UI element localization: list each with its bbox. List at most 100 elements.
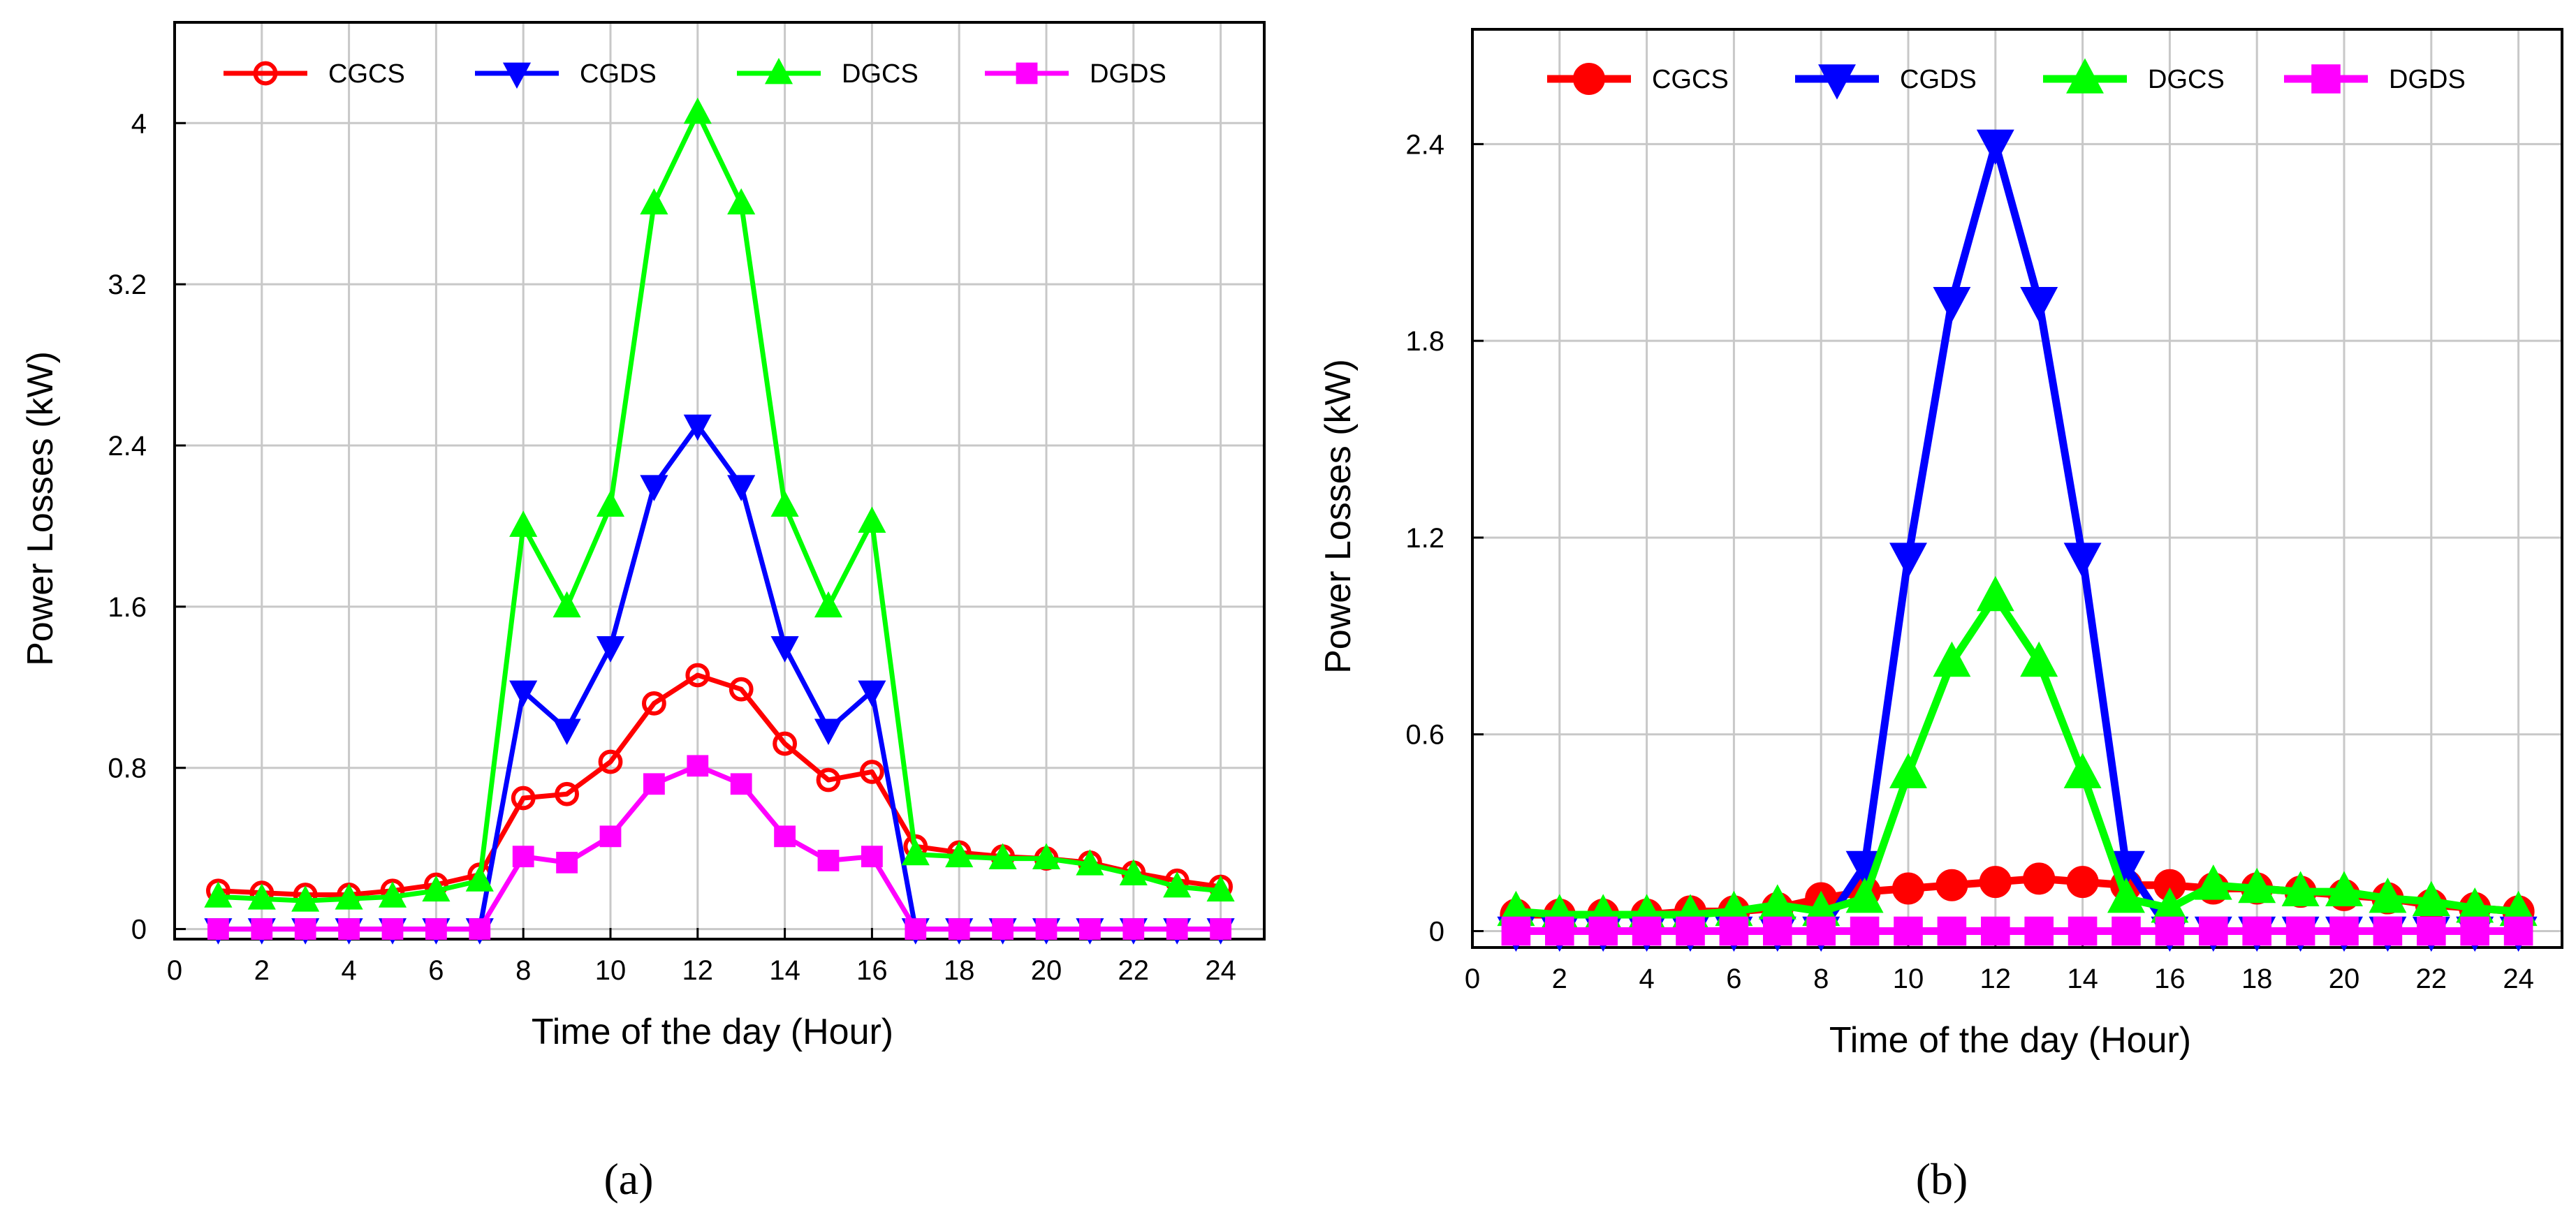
y-tick-label: 1.8 <box>1405 326 1444 357</box>
x-tick-label: 18 <box>944 955 975 986</box>
data-point-dgcs <box>2281 871 2320 906</box>
data-point-cgcs <box>773 731 797 756</box>
y-tick-label: 0 <box>131 915 147 945</box>
data-point-cgcs <box>685 663 710 688</box>
data-point-dgds <box>425 918 447 940</box>
data-point-dgds <box>556 851 578 873</box>
data-point-dgds <box>1894 916 1923 946</box>
x-tick-label: 0 <box>1465 964 1480 994</box>
x-tick-label: 20 <box>2329 964 2360 994</box>
y-tick-label: 2.4 <box>1405 129 1444 160</box>
data-point-dgcs <box>1163 871 1192 898</box>
data-point-dgcs <box>291 885 320 912</box>
plot-frame <box>173 21 1266 941</box>
data-point-dgds <box>1166 918 1188 940</box>
x-tick-label: 12 <box>1980 964 2012 994</box>
data-point-dgds <box>1588 916 1618 946</box>
legend-item-cgds: CGDS <box>475 59 657 89</box>
legend-marker <box>253 61 278 86</box>
data-point-dgcs <box>465 865 494 892</box>
data-point-cgcs <box>860 760 884 784</box>
data-point-dgcs <box>2063 753 2102 788</box>
data-point-dgds <box>2329 916 2359 946</box>
x-tick-label: 14 <box>2067 964 2098 994</box>
data-point-cgds <box>509 680 538 707</box>
data-point-dgds <box>251 918 273 940</box>
data-point-dgds <box>1545 916 1574 946</box>
panel-label-b: (b) <box>1916 1154 1968 1204</box>
data-point-dgds <box>599 825 622 848</box>
data-point-dgds <box>730 773 752 795</box>
data-point-dgcs <box>858 506 886 533</box>
data-point-dgds <box>2112 916 2141 946</box>
data-point-dgds <box>1937 916 1967 946</box>
data-point-dgds <box>1981 916 2010 946</box>
x-tick-label: 16 <box>856 955 888 986</box>
data-point-cgds <box>814 718 843 746</box>
data-point-dgcs <box>335 883 363 910</box>
data-point-dgcs <box>1119 859 1148 886</box>
data-point-cgds <box>640 475 668 501</box>
data-point-dgds <box>948 918 970 940</box>
data-point-dgcs <box>1889 753 1927 788</box>
data-point-dgds <box>1719 916 1749 946</box>
data-point-cgds <box>770 636 799 663</box>
data-point-dgcs <box>2412 880 2450 917</box>
x-axis-title: Time of the day (Hour) <box>1829 1020 2191 1061</box>
y-tick-label: 0.8 <box>108 753 147 784</box>
data-point-cgcs <box>642 691 666 716</box>
data-point-dgds <box>1676 916 1705 946</box>
series-cgcs <box>206 663 1233 907</box>
data-point-dgds <box>1501 916 1531 946</box>
data-point-dgds <box>1763 916 1792 946</box>
legend-marker <box>1573 63 1605 95</box>
y-axis-title: Power Losses (kW) <box>20 351 61 666</box>
data-point-cgcs <box>1935 869 1968 901</box>
data-point-dgcs <box>727 188 756 215</box>
data-point-dgcs <box>509 510 538 537</box>
data-point-dgds <box>294 918 316 940</box>
data-point-dgcs <box>1206 875 1235 902</box>
legend-label: DGCS <box>842 59 919 89</box>
y-axis-title: Power Losses (kW) <box>1318 359 1359 674</box>
data-point-dgds <box>817 850 840 871</box>
data-point-dgds <box>1806 916 1836 946</box>
legend-item-dgds: DGDS <box>2284 64 2466 94</box>
x-tick-label: 2 <box>1552 964 1567 994</box>
x-tick-label: 6 <box>428 955 444 986</box>
data-point-dgcs <box>640 188 668 215</box>
data-point-dgcs <box>1933 641 1971 677</box>
series-dgds <box>207 755 1231 940</box>
data-point-dgds <box>2503 916 2533 946</box>
data-point-dgds <box>2417 916 2446 946</box>
y-tick-label: 1.6 <box>108 592 147 623</box>
data-point-cgds <box>858 680 886 707</box>
data-point-dgcs <box>2238 867 2276 904</box>
series-cgds <box>1497 129 2538 952</box>
data-point-dgds <box>1079 918 1101 940</box>
legend-label: DGCS <box>2148 65 2225 94</box>
data-point-dgds <box>2460 916 2489 946</box>
x-tick-label: 10 <box>1893 964 1924 994</box>
data-point-dgds <box>2199 916 2228 946</box>
data-point-dgcs <box>901 839 930 866</box>
legend-marker <box>764 57 793 84</box>
x-tick-label: 22 <box>2416 964 2447 994</box>
data-point-dgcs <box>247 883 276 910</box>
data-point-dgds <box>512 846 534 868</box>
x-tick-label: 24 <box>2503 964 2534 994</box>
legend-label: CGCS <box>328 59 405 89</box>
data-point-dgds <box>861 846 883 868</box>
data-point-cgds <box>727 475 756 501</box>
x-tick-label: 4 <box>1639 964 1654 994</box>
x-tick-label: 8 <box>515 955 531 986</box>
data-point-dgds <box>2373 916 2403 946</box>
data-point-dgds <box>2024 916 2054 946</box>
series-dgcs <box>1497 575 2538 929</box>
data-point-dgds <box>469 918 491 940</box>
data-point-dgds <box>2155 916 2185 946</box>
data-point-cgds <box>1933 287 1971 323</box>
x-tick-label: 14 <box>769 955 800 986</box>
x-tick-label: 6 <box>1726 964 1741 994</box>
